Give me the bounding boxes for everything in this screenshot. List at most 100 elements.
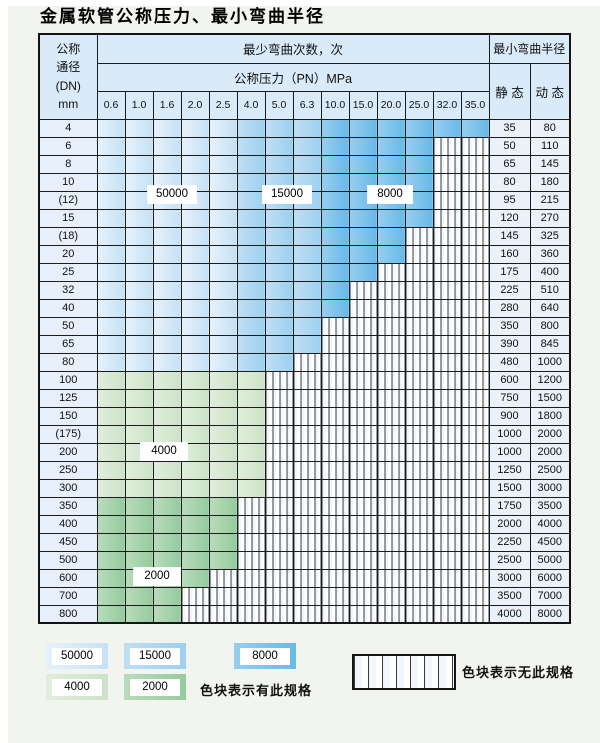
spec-unavailable-cell [432, 136, 462, 156]
spec-unavailable-cell [376, 406, 406, 426]
spec-available-cell-z15000 [292, 280, 322, 300]
legend-swatch-label: 15000 [130, 647, 180, 665]
pressure-col-header-6.3: 6.3 [292, 90, 322, 120]
spec-available-cell-z15000 [264, 352, 294, 372]
spec-available-cell-z50000 [180, 334, 210, 354]
spec-available-cell-z4000 [152, 406, 182, 426]
spec-available-cell-z15000 [236, 244, 266, 264]
spec-available-cell-z15000 [236, 280, 266, 300]
static-radius-cell: 900 [488, 406, 531, 426]
spec-unavailable-cell [320, 514, 350, 534]
spec-available-cell-z8000 [348, 262, 378, 282]
zone-label-8000: 8000 [368, 186, 412, 203]
spec-available-cell-z2000 [124, 604, 154, 624]
spec-available-cell-z4000 [236, 388, 266, 408]
spec-unavailable-cell [404, 442, 434, 462]
spec-available-cell-z50000 [124, 136, 154, 156]
static-radius-cell: 3500 [488, 586, 531, 606]
spec-available-cell-z15000 [236, 352, 266, 372]
spec-unavailable-cell [208, 568, 238, 588]
spec-unavailable-cell [292, 442, 322, 462]
spec-available-cell-z4000 [124, 370, 154, 390]
dn-cell: 600 [38, 568, 98, 588]
spec-unavailable-cell [348, 604, 378, 624]
spec-available-cell-z2000 [152, 496, 182, 516]
spec-unavailable-cell [208, 604, 238, 624]
spec-available-cell-z8000 [376, 136, 406, 156]
dn-cell: 40 [38, 298, 98, 318]
spec-unavailable-cell [292, 478, 322, 498]
spec-available-cell-z50000 [180, 208, 210, 228]
spec-unavailable-cell [264, 586, 294, 606]
spec-available-cell-z2000 [152, 532, 182, 552]
spec-unavailable-cell [348, 298, 378, 318]
spec-unavailable-cell [404, 568, 434, 588]
spec-available-cell-z50000 [152, 208, 182, 228]
spec-available-cell-z2000 [152, 514, 182, 534]
static-radius-cell: 2250 [488, 532, 531, 552]
static-radius-cell: 225 [488, 280, 531, 300]
spec-unavailable-cell [376, 298, 406, 318]
dn-cell: 150 [38, 406, 98, 426]
dn-cell: 300 [38, 478, 98, 498]
zone-label-15000: 15000 [263, 186, 311, 203]
dynamic-radius-cell: 215 [529, 190, 571, 210]
static-radius-cell: 95 [488, 190, 531, 210]
spec-unavailable-cell [432, 154, 462, 174]
dynamic-radius-cell: 2000 [529, 424, 571, 444]
spec-available-cell-z50000 [124, 118, 154, 138]
table-row-dn-400: 400 2000 4000 [38, 514, 571, 534]
spec-available-cell-z2000 [180, 568, 210, 588]
spec-unavailable-cell [348, 532, 378, 552]
dn-cell: 15 [38, 208, 98, 228]
spec-unavailable-cell [348, 352, 378, 372]
legend-swatch-50000: 50000 [46, 643, 108, 669]
zone-label-4000: 4000 [141, 443, 187, 460]
table-row-dn-4: 4 35 80 [38, 118, 571, 138]
spec-unavailable-cell [264, 496, 294, 516]
spec-available-cell-z4000 [96, 460, 126, 480]
spec-unavailable-cell [376, 478, 406, 498]
spec-available-cell-z2000 [180, 514, 210, 534]
table-row-dn-18: (18) 145 325 [38, 226, 571, 246]
spec-available-cell-z4000 [96, 370, 126, 390]
spec-available-cell-z8000 [320, 136, 350, 156]
spec-available-cell-z50000 [180, 244, 210, 264]
spec-available-cell-z4000 [236, 406, 266, 426]
dn-cell: (175) [38, 424, 98, 444]
spec-available-cell-z15000 [264, 316, 294, 336]
spec-unavailable-cell [180, 604, 210, 624]
spec-available-cell-z4000 [208, 406, 238, 426]
spec-unavailable-cell [460, 208, 490, 228]
spec-unavailable-cell [180, 586, 210, 606]
dynamic-radius-cell: 4500 [529, 532, 571, 552]
spec-available-cell-z15000 [264, 334, 294, 354]
spec-available-cell-z50000 [208, 190, 238, 210]
spec-unavailable-cell [292, 460, 322, 480]
spec-unavailable-cell [376, 388, 406, 408]
spec-available-cell-z50000 [124, 334, 154, 354]
spec-unavailable-cell [376, 316, 406, 336]
spec-unavailable-cell [264, 388, 294, 408]
legend-swatch-15000: 15000 [124, 643, 186, 669]
table-row-dn-50: 50 350 800 [38, 316, 571, 336]
table-row-dn-250: 250 1250 2500 [38, 460, 571, 480]
spec-available-cell-z15000 [292, 298, 322, 318]
spec-available-cell-z50000 [180, 262, 210, 282]
spec-unavailable-cell [292, 550, 322, 570]
spec-available-cell-z50000 [152, 154, 182, 174]
static-radius-cell: 35 [488, 118, 531, 138]
spec-available-cell-z50000 [124, 352, 154, 372]
legend-no-spec-text: 色块表示无此规格 [462, 665, 575, 680]
spec-unavailable-cell [376, 532, 406, 552]
spec-available-cell-z15000 [292, 136, 322, 156]
spec-unavailable-cell [432, 388, 462, 408]
spec-unavailable-cell [376, 586, 406, 606]
spec-unavailable-cell [264, 604, 294, 624]
dynamic-radius-cell: 270 [529, 208, 571, 228]
spec-available-cell-z50000 [152, 352, 182, 372]
spec-unavailable-cell [320, 442, 350, 462]
spec-available-cell-z50000 [124, 280, 154, 300]
spec-unavailable-cell [432, 244, 462, 264]
spec-unavailable-cell [404, 478, 434, 498]
